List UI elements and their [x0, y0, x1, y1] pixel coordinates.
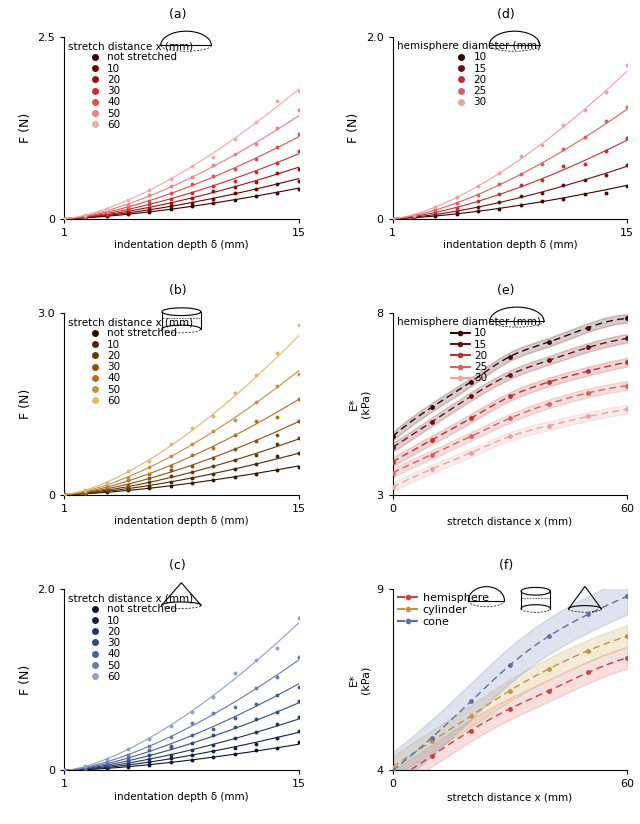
Legend: 10, 15, 20, 25, 30: 10, 15, 20, 25, 30 — [396, 40, 541, 109]
Title: (f)  : (f) — [499, 559, 521, 573]
Y-axis label: E*
(kPa): E* (kPa) — [349, 390, 371, 418]
X-axis label: indentation depth δ (mm): indentation depth δ (mm) — [114, 241, 249, 250]
Y-axis label: F (N): F (N) — [19, 113, 31, 143]
X-axis label: stretch distance x (mm): stretch distance x (mm) — [447, 792, 572, 803]
Title: (c)  : (c) — [169, 559, 194, 573]
Legend: hemisphere, cylinder, cone: hemisphere, cylinder, cone — [396, 592, 490, 629]
X-axis label: stretch distance x (mm): stretch distance x (mm) — [447, 517, 572, 527]
Y-axis label: E*
(kPa): E* (kPa) — [349, 666, 371, 694]
Legend: 10, 15, 20, 25, 30: 10, 15, 20, 25, 30 — [396, 316, 541, 385]
X-axis label: indentation depth δ (mm): indentation depth δ (mm) — [442, 241, 577, 250]
Title: (e)  : (e) — [497, 283, 523, 297]
Title: (d)  : (d) — [497, 7, 523, 21]
Legend: not stretched, 10, 20, 30, 40, 50, 60: not stretched, 10, 20, 30, 40, 50, 60 — [67, 592, 195, 683]
X-axis label: indentation depth δ (mm): indentation depth δ (mm) — [114, 792, 249, 803]
Title: (a)  : (a) — [168, 7, 194, 21]
Y-axis label: F (N): F (N) — [19, 664, 31, 695]
Y-axis label: F (N): F (N) — [348, 113, 360, 143]
Legend: not stretched, 10, 20, 30, 40, 50, 60: not stretched, 10, 20, 30, 40, 50, 60 — [67, 316, 195, 407]
Legend: not stretched, 10, 20, 30, 40, 50, 60: not stretched, 10, 20, 30, 40, 50, 60 — [67, 40, 195, 131]
X-axis label: indentation depth δ (mm): indentation depth δ (mm) — [114, 517, 249, 527]
Y-axis label: F (N): F (N) — [19, 389, 32, 419]
Title: (b)  : (b) — [168, 283, 194, 297]
